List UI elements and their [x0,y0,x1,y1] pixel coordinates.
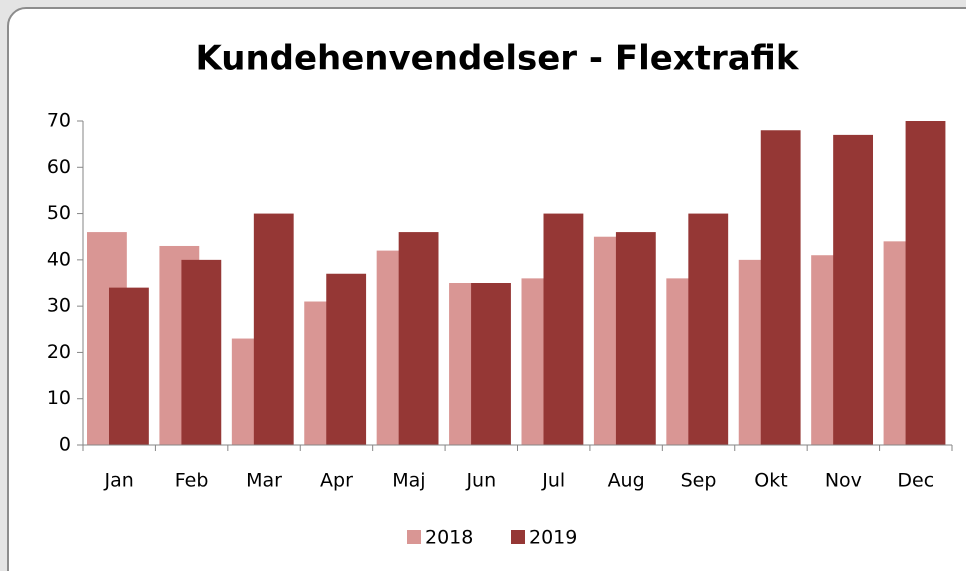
bar [253,213,294,445]
bar [109,287,149,445]
bar [760,130,801,445]
bar [688,213,729,445]
x-tick-label: Jun [465,470,496,492]
y-tick-label: 50 [47,202,71,224]
y-tick-label: 30 [47,295,71,317]
x-tick-label: Feb [175,470,209,492]
bar [543,213,584,445]
x-tick-label: Maj [392,470,425,492]
y-tick-label: 0 [59,434,71,456]
y-tick-label: 40 [47,248,71,270]
x-tick-label: Sep [681,470,717,492]
bar [471,283,511,445]
legend-swatch [407,530,421,544]
legend-label: 2019 [529,527,577,549]
x-tick-label: Jul [541,470,565,492]
y-tick-label: 60 [47,156,71,178]
bar [326,273,367,445]
legend-swatch [511,530,525,544]
y-tick-label: 20 [47,341,71,363]
bar [615,232,656,445]
bar [833,134,874,445]
x-tick-label: Okt [754,470,787,492]
x-tick-label: Aug [608,470,645,492]
x-tick-label: Nov [825,470,862,492]
x-tick-label: Mar [246,470,282,492]
bar [398,232,439,445]
x-tick-label: Dec [897,470,934,492]
bar [905,121,946,445]
y-tick-label: 10 [47,387,71,409]
chart-title: Kundehenvendelser - Flextrafik [195,39,799,79]
x-tick-label: Jan [104,470,134,492]
legend-label: 2018 [425,527,473,549]
x-tick-label: Apr [320,470,353,492]
y-tick-label: 70 [47,110,71,132]
bar [181,259,222,445]
